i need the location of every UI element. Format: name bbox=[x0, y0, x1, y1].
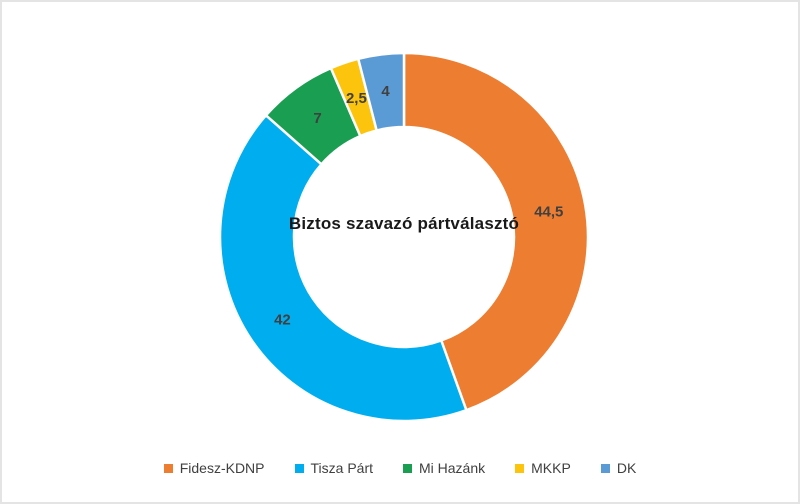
legend-item-tisza-part: Tisza Párt bbox=[294, 460, 374, 476]
legend-item-mi-hazank: Mi Hazánk bbox=[403, 460, 485, 476]
data-label-dk: 4 bbox=[381, 83, 390, 100]
legend-item-fidesz-kdnp: Fidesz-KDNP bbox=[163, 460, 265, 476]
legend-item-mkkp: MKKP bbox=[515, 460, 571, 476]
legend-item-dk: DK bbox=[600, 460, 637, 476]
legend-swatch-icon bbox=[163, 463, 173, 473]
legend-label: Fidesz-KDNP bbox=[179, 460, 265, 476]
donut-segment-fidesz-kdnp bbox=[402, 51, 590, 412]
legend-label: MKKP bbox=[531, 460, 571, 476]
chart-center-title: Biztos szavazó pártválasztó bbox=[288, 214, 520, 233]
legend-swatch-icon bbox=[600, 463, 610, 473]
legend-label: Tisza Párt bbox=[310, 460, 374, 476]
legend-label: Mi Hazánk bbox=[419, 460, 486, 476]
legend-label: DK bbox=[616, 460, 637, 476]
data-label-tisza-p-rt: 42 bbox=[274, 312, 291, 329]
donut-segment-dk bbox=[356, 51, 406, 132]
donut-segment-tisza-p-rt bbox=[218, 113, 468, 423]
legend-swatch-icon bbox=[403, 463, 412, 473]
legend-swatch-icon bbox=[515, 463, 525, 473]
legend-swatch-icon bbox=[294, 463, 304, 473]
chart-legend: Fidesz-KDNP Tisza Párt Mi Hazánk MKKP DK bbox=[2, 460, 798, 476]
data-label-mkkp: 2,5 bbox=[346, 90, 367, 107]
data-label-fidesz-kdnp: 44,5 bbox=[534, 204, 563, 221]
data-label-mi-haz-nk: 7 bbox=[313, 110, 321, 127]
